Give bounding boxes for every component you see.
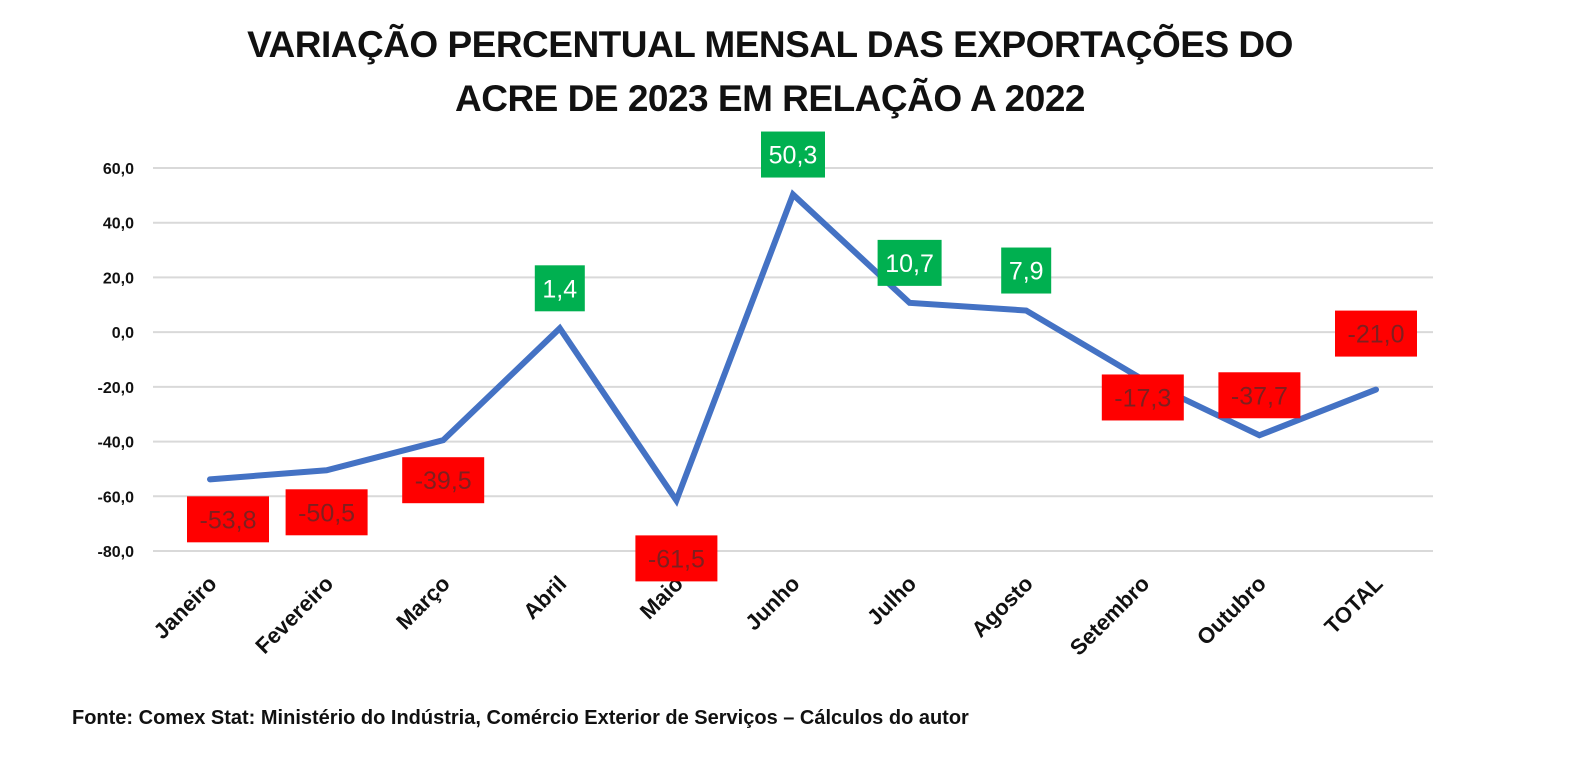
x-tick-label: Setembro: [1065, 571, 1154, 660]
x-tick-label: Março: [391, 571, 454, 634]
y-tick-label: -80,0: [98, 544, 135, 561]
data-label-box: [187, 496, 269, 543]
x-tick-label: Agosto: [966, 571, 1037, 642]
data-label-box: [402, 457, 485, 504]
gridlines: [153, 167, 1433, 552]
data-label-text: -37,7: [1231, 382, 1288, 410]
data-label-box: [877, 239, 942, 286]
data-label: 1,4: [534, 265, 585, 312]
data-label-box: [285, 489, 368, 536]
x-tick-label: Fevereiro: [250, 571, 338, 659]
data-label-text: -21,0: [1348, 321, 1405, 349]
data-label: -37,7: [1218, 372, 1301, 419]
x-tick-label: TOTAL: [1319, 571, 1387, 639]
data-label: 10,7: [877, 239, 942, 286]
data-label-text: 1,4: [542, 275, 577, 303]
series-line-variacao: [207, 189, 1379, 507]
data-label-box: [1218, 372, 1301, 419]
data-label: -53,8: [187, 496, 269, 543]
data-label-text: -39,5: [415, 467, 472, 495]
data-label-text: -61,5: [648, 545, 705, 573]
data-label: -17,3: [1101, 374, 1184, 421]
data-label: 7,9: [1001, 247, 1052, 294]
y-tick-label: 60,0: [103, 161, 134, 178]
x-tick-label: Julho: [862, 571, 921, 630]
y-tick-label: -60,0: [98, 489, 135, 506]
x-tick-label: Abril: [518, 571, 571, 624]
data-label: -50,5: [285, 489, 368, 536]
data-label-text: -17,3: [1114, 384, 1171, 412]
y-tick-label: -40,0: [98, 435, 135, 452]
data-label-box: [1335, 310, 1417, 357]
data-label-box: [1101, 374, 1184, 421]
y-tick-label: 0,0: [112, 325, 134, 342]
data-label-box: [635, 535, 718, 582]
x-tick-label: Janeiro: [149, 571, 222, 644]
chart-title-line-2: ACRE DE 2023 EM RELAÇÃO A 2022: [455, 78, 1085, 119]
y-tick-label: 20,0: [103, 270, 134, 287]
data-label-box: [1001, 247, 1052, 294]
data-label-text: 10,7: [885, 250, 934, 278]
data-label: -61,5: [635, 535, 718, 582]
data-label-text: 50,3: [769, 142, 818, 170]
y-tick-label: 40,0: [103, 216, 134, 233]
x-axis-tick-labels: Janeiro Fevereiro Março Abril Maio Junho Julho…: [149, 571, 1388, 660]
y-axis-tick-labels: 60,0 40,0 20,0 0,0 -20,0 -40,0 -60,0 -80,0: [98, 161, 135, 561]
data-label-box: [534, 265, 585, 312]
y-tick-label: -20,0: [98, 380, 135, 397]
source-note: Fonte: Comex Stat: Ministério do Indústr…: [72, 707, 969, 729]
data-label: -39,5: [402, 457, 485, 504]
x-tick-label: Outubro: [1192, 571, 1271, 650]
data-label-text: -50,5: [298, 499, 355, 527]
data-label-text: 7,9: [1009, 258, 1044, 286]
x-tick-label: Junho: [740, 571, 804, 635]
data-label: 50,3: [761, 131, 825, 178]
series-line: [207, 189, 1379, 507]
data-label-box: [761, 131, 825, 178]
data-labels: -53,8 -50,5 -39,5 1,4 -61,5 50,3 10,7 7,9 -17,3 -…: [187, 131, 1417, 582]
chart-title-line-1: VARIAÇÃO PERCENTUAL MENSAL DAS EXPORTAÇÕ…: [247, 24, 1293, 65]
data-label-text: -53,8: [200, 506, 257, 534]
data-label: -21,0: [1335, 310, 1417, 357]
